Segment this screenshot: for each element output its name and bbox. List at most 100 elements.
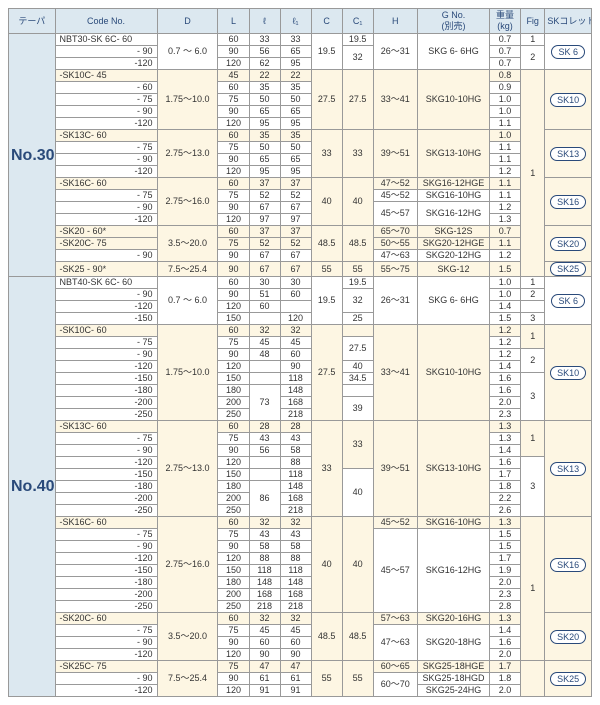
- sk-badge: SK16: [550, 195, 586, 209]
- cell: - 90: [55, 541, 157, 553]
- cell: 7.5～25.4: [157, 661, 218, 697]
- cell: SKG16-10HG: [417, 517, 489, 529]
- cell: 35: [280, 130, 311, 142]
- cell: 62: [249, 58, 280, 70]
- cell: 250: [218, 409, 249, 421]
- cell: 50: [280, 94, 311, 106]
- cell: 60: [218, 325, 249, 337]
- cell: 65: [280, 46, 311, 58]
- cell: -120: [55, 457, 157, 469]
- cell: 1.5: [489, 529, 520, 541]
- cell: 1.2: [489, 166, 520, 178]
- cell: 22: [280, 70, 311, 82]
- cell: 32: [249, 613, 280, 625]
- cell: 1.2: [489, 349, 520, 361]
- cell: - 60: [55, 82, 157, 94]
- cell: 34.5: [342, 373, 373, 385]
- cell: 40: [311, 517, 342, 613]
- cell: 60: [218, 226, 249, 238]
- cell: 45: [249, 337, 280, 349]
- cell: -180: [55, 577, 157, 589]
- cell: 1.8: [489, 673, 520, 685]
- cell: SKG 6- 6HG: [417, 34, 489, 70]
- cell: 35: [249, 130, 280, 142]
- cell: 250: [218, 601, 249, 613]
- cell: 33: [249, 34, 280, 46]
- cell: 27.5: [311, 325, 342, 421]
- cell: 67: [249, 262, 280, 277]
- cell: 73: [249, 385, 280, 421]
- cell: 40: [342, 178, 373, 226]
- cell: - 90: [55, 637, 157, 649]
- cell: 65: [280, 154, 311, 166]
- cell: -150: [55, 313, 157, 325]
- cell: 118: [280, 565, 311, 577]
- cell: 1.1: [489, 190, 520, 202]
- cell: 60: [249, 637, 280, 649]
- cell: 2.75～16.0: [157, 517, 218, 613]
- cell: 75: [218, 433, 249, 445]
- cell: [249, 469, 280, 481]
- cell: - 90: [55, 445, 157, 457]
- cell: 120: [218, 553, 249, 565]
- cell: 218: [280, 409, 311, 421]
- cell: 1.1: [489, 178, 520, 190]
- cell: 55～75: [373, 262, 417, 277]
- cell: 22: [249, 70, 280, 82]
- cell: 88: [280, 457, 311, 469]
- cell: 200: [218, 589, 249, 601]
- sk-cell: SK20: [545, 226, 592, 262]
- cell: -120: [55, 649, 157, 661]
- cell: 43: [249, 529, 280, 541]
- cell: SKG 6- 6HG: [417, 277, 489, 325]
- cell: 1.6: [489, 385, 520, 397]
- cell: -SK13C- 60: [55, 130, 157, 142]
- cell: 1.0: [489, 277, 520, 289]
- cell: 90: [280, 649, 311, 661]
- sk-cell: SK13: [545, 421, 592, 517]
- cell: 60: [218, 34, 249, 46]
- cell: -SK25C- 75: [55, 661, 157, 673]
- cell: 0.7 ～ 6.0: [157, 34, 218, 70]
- cell: -SK10C- 60: [55, 325, 157, 337]
- cell: - 75: [55, 142, 157, 154]
- cell: 218: [280, 601, 311, 613]
- header-row: テーパ Code No. D L ℓ ℓ₁ C C₁ H G No.(別売) 重…: [9, 9, 592, 34]
- cell: 1.0: [489, 106, 520, 118]
- cell: 1.2: [489, 325, 520, 337]
- cell: 50～55: [373, 238, 417, 250]
- sk-cell: SK25: [545, 661, 592, 697]
- cell: 1.8: [489, 481, 520, 493]
- cell: 75: [218, 661, 249, 673]
- cell: 37: [249, 226, 280, 238]
- cell: 60: [218, 421, 249, 433]
- cell: 19.5: [311, 34, 342, 70]
- cell: 2.8: [489, 601, 520, 613]
- cell: 148: [280, 481, 311, 493]
- cell: 90: [218, 154, 249, 166]
- cell: 65: [249, 154, 280, 166]
- cell: 30: [280, 277, 311, 289]
- cell: 48.5: [311, 226, 342, 262]
- cell: 32: [342, 46, 373, 70]
- cell: 1.5: [489, 541, 520, 553]
- cell: 120: [218, 166, 249, 178]
- cell: No.30: [9, 34, 56, 277]
- cell: 1.0: [489, 94, 520, 106]
- cell: 35: [280, 82, 311, 94]
- cell: 1: [521, 325, 545, 349]
- cell: 97: [249, 214, 280, 226]
- cell: 65: [249, 106, 280, 118]
- cell: 48.5: [342, 613, 373, 661]
- cell: SKG16-12HGE: [417, 178, 489, 190]
- cell: 3.5～20.0: [157, 226, 218, 262]
- cell: - 90: [55, 154, 157, 166]
- cell: 120: [218, 457, 249, 469]
- cell: -SK16C- 60: [55, 178, 157, 190]
- cell: 3: [521, 313, 545, 325]
- cell: 168: [280, 589, 311, 601]
- cell: 90: [218, 289, 249, 301]
- sk-badge: SK16: [550, 558, 586, 572]
- cell: 40: [342, 469, 373, 517]
- cell: [342, 385, 373, 397]
